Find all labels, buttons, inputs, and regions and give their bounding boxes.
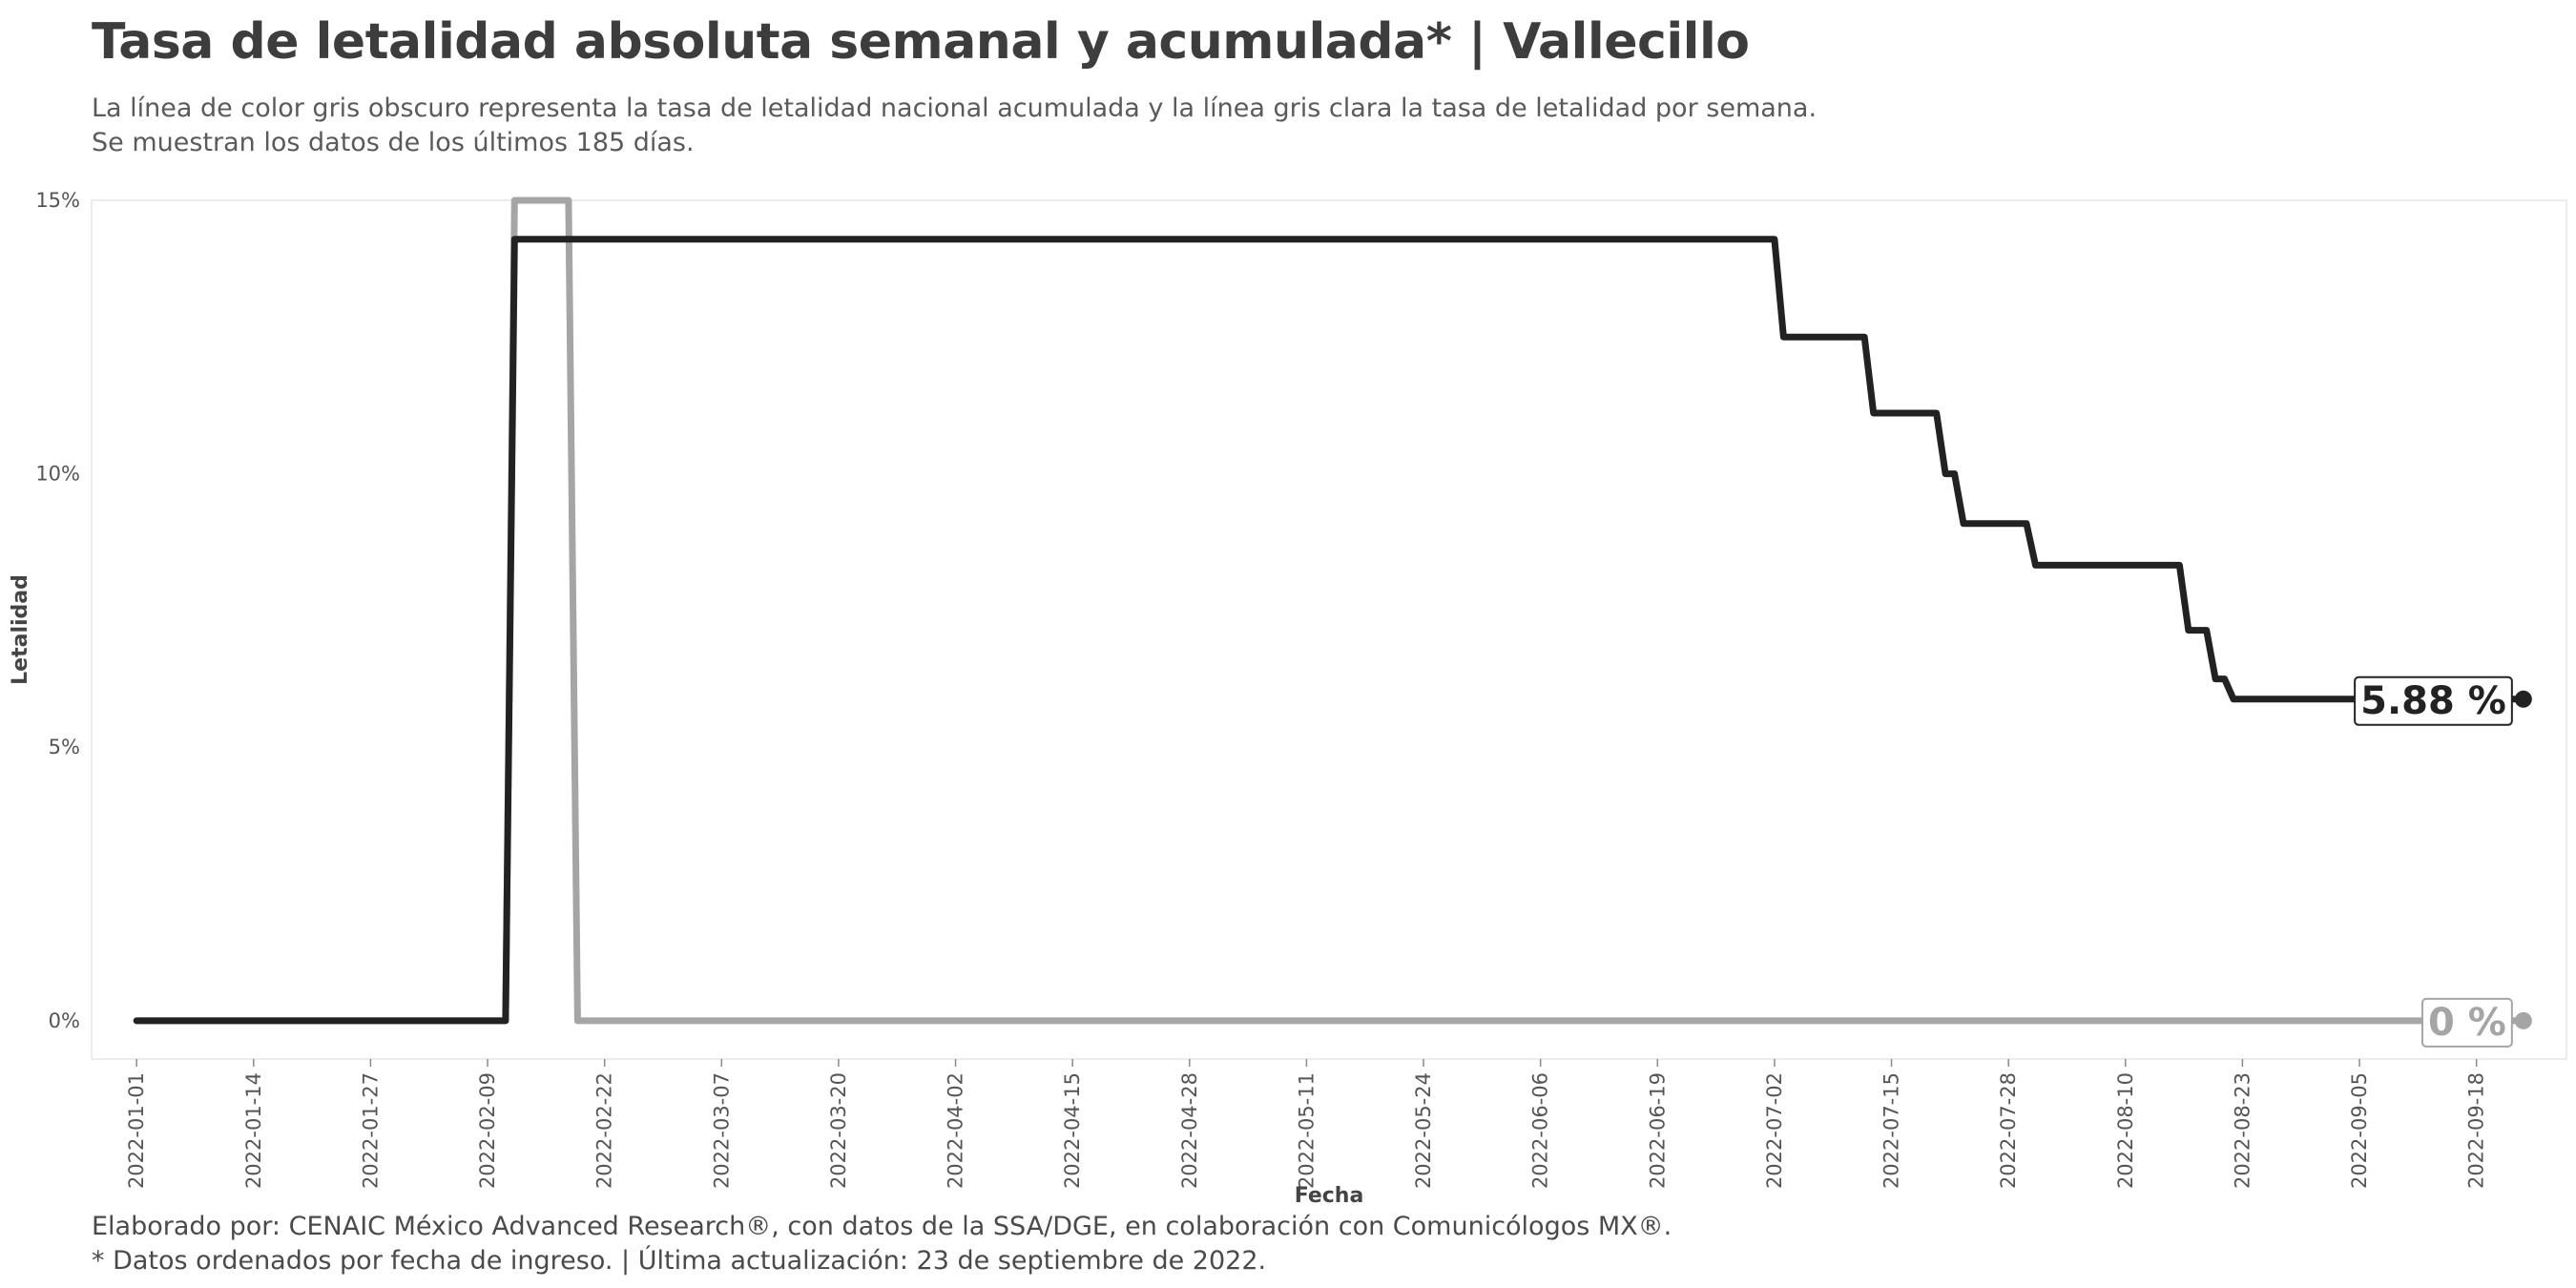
subtitle-line-1: La línea de color gris obscuro represent…: [92, 93, 1818, 123]
x-tick-label: 2022-08-23: [2231, 1072, 2254, 1189]
end-labels: 0 % 5.88 %: [2354, 675, 2532, 1048]
x-tick-label: 2022-07-28: [1997, 1072, 2020, 1189]
x-tick-label: 2022-07-02: [1763, 1072, 1786, 1189]
end-point: [2514, 1011, 2532, 1029]
end-value-box: [2420, 997, 2513, 1048]
end-value-label: 5.88 %: [2354, 675, 2513, 726]
end-value-text: 5.88 %: [2360, 679, 2506, 723]
x-tick-label: 2022-02-22: [593, 1072, 616, 1189]
weekly-rate-line: [133, 197, 2525, 1025]
x-tick-label: 2022-02-09: [476, 1072, 499, 1189]
end-value-label: 0 %: [2420, 997, 2513, 1048]
chart-caption: Elaborado por: CENAIC México Advanced Re…: [92, 1210, 1672, 1278]
x-axis-title: Fecha: [1295, 1184, 1364, 1208]
chart-title: Tasa de letalidad absoluta semanal y acu…: [92, 13, 1750, 71]
caption-line-2: * Datos ordenados por fecha de ingreso. …: [92, 1246, 1267, 1276]
y-axis: 0% 5% 10% 15%: [35, 189, 80, 1032]
end-value-text: 0 %: [2428, 1001, 2506, 1045]
subtitle-line-2: Se muestran los datos de los últimos 185…: [92, 128, 695, 157]
x-tick-label: 2022-09-18: [2465, 1072, 2488, 1189]
plot-panel: [91, 199, 2567, 1060]
x-tick-label: 2022-04-15: [1061, 1072, 1084, 1189]
cumulative-rate-line: [133, 236, 2525, 1025]
x-tick-label: 2022-08-10: [2114, 1072, 2137, 1189]
end-value-box: [2354, 675, 2513, 726]
end-point: [2514, 690, 2532, 708]
x-tick-label: 2022-06-06: [1529, 1072, 1552, 1189]
x-tick-label: 2022-05-24: [1412, 1072, 1435, 1189]
x-tick-label: 2022-09-05: [2348, 1072, 2371, 1189]
y-tick-label: 5%: [49, 736, 80, 758]
x-tick-label: 2022-07-15: [1880, 1072, 1903, 1189]
x-tick-label: 2022-04-02: [945, 1072, 967, 1189]
x-tick-label: 2022-01-01: [125, 1072, 148, 1189]
y-tick-label: 0%: [49, 1009, 80, 1032]
x-tick-label: 2022-01-14: [242, 1072, 265, 1189]
x-tick-label: 2022-06-19: [1646, 1072, 1669, 1189]
x-tick-label: 2022-05-11: [1295, 1072, 1318, 1189]
series-lines: [133, 197, 2525, 1025]
x-tick-label: 2022-03-07: [710, 1072, 733, 1189]
x-tick-label: 2022-01-27: [359, 1072, 382, 1189]
x-axis: 2022-01-01 2022-01-14 2022-01-27 2022-02-09…: [125, 1059, 2488, 1189]
y-tick-label: 15%: [35, 189, 80, 212]
chart-subtitle: La línea de color gris obscuro represent…: [92, 92, 1817, 160]
x-tick-label: 2022-03-20: [827, 1072, 850, 1189]
y-tick-label: 10%: [35, 463, 80, 486]
x-tick-label: 2022-04-28: [1178, 1072, 1201, 1189]
y-axis-title: Letalidad: [9, 574, 32, 685]
caption-line-1: Elaborado por: CENAIC México Advanced Re…: [92, 1212, 1672, 1241]
